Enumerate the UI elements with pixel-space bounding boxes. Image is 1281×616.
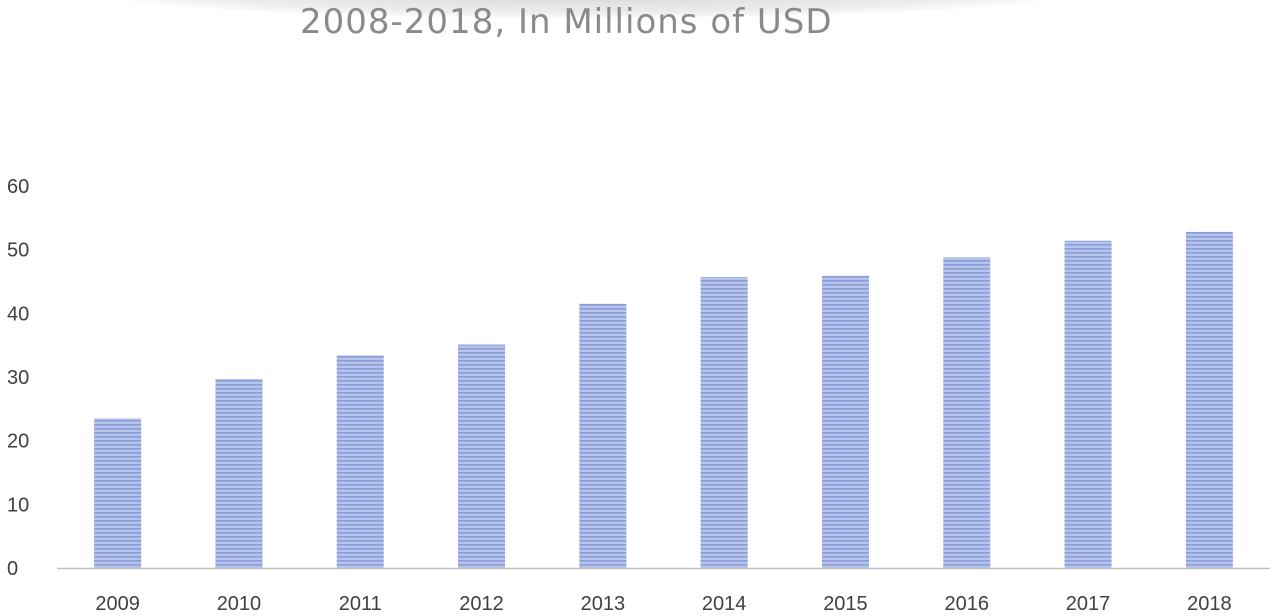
x-tick-label: 2010 bbox=[217, 593, 262, 615]
x-axis-ticks: 2009 2010 2011 2012 2013 2014 2015 2016 2017 2018 bbox=[95, 593, 1231, 615]
y-tick-label: 10 bbox=[7, 494, 29, 516]
y-tick-label: 40 bbox=[7, 303, 29, 325]
title-shadow bbox=[110, 0, 1060, 18]
x-tick-label: 2013 bbox=[581, 593, 626, 615]
x-tick-label: 2011 bbox=[339, 593, 382, 615]
x-tick-label: 2018 bbox=[1187, 593, 1232, 615]
x-tick-label: 2009 bbox=[95, 593, 140, 615]
y-tick-label: 20 bbox=[7, 431, 29, 453]
bar-2017 bbox=[1064, 240, 1112, 568]
x-tick-label: 2012 bbox=[459, 593, 504, 615]
bar-2012 bbox=[458, 344, 506, 568]
x-tick-label: 2014 bbox=[702, 593, 747, 615]
bar-2009 bbox=[94, 418, 142, 568]
x-tick-label: 2015 bbox=[823, 593, 868, 615]
y-tick-label: 50 bbox=[7, 240, 29, 262]
bar-2010 bbox=[215, 378, 263, 568]
y-tick-label: 30 bbox=[7, 367, 29, 389]
bar-2011 bbox=[336, 355, 384, 568]
y-tick-label: 0 bbox=[7, 558, 18, 580]
x-tick-label: 2017 bbox=[1066, 593, 1111, 615]
bar-2018 bbox=[1185, 231, 1233, 568]
bar-2014 bbox=[700, 277, 748, 568]
y-tick-label: 60 bbox=[7, 176, 29, 198]
chart-title: 2008-2018, In Millions of USD bbox=[300, 2, 833, 42]
bar-2013 bbox=[579, 303, 627, 568]
y-axis-ticks: 0 10 20 30 40 50 60 bbox=[7, 176, 29, 580]
bars bbox=[94, 231, 1233, 568]
bar-2016 bbox=[943, 257, 991, 568]
bar-2015 bbox=[821, 275, 869, 568]
x-tick-label: 2016 bbox=[945, 593, 990, 615]
